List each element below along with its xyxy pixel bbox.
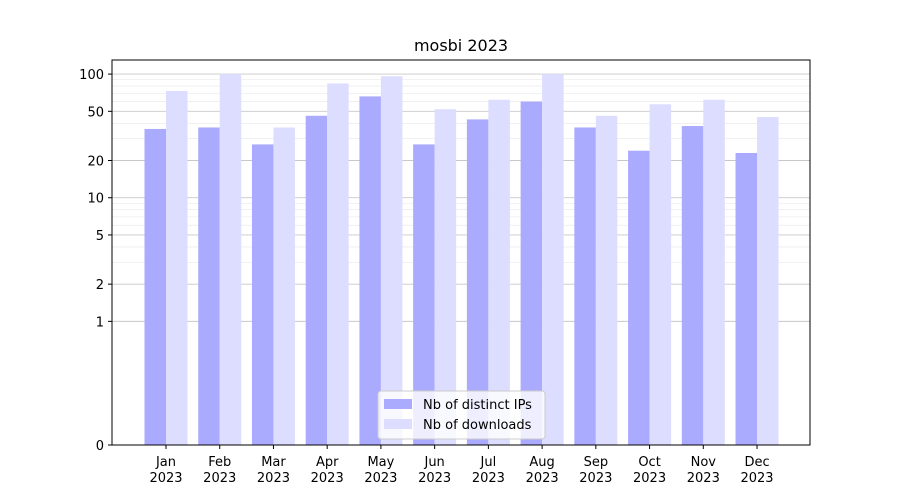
bar-downloads xyxy=(595,115,618,446)
bar-downloads xyxy=(488,99,510,445)
chart-title: mosbi 2023 xyxy=(414,36,508,55)
y-tick-label: 20 xyxy=(87,155,104,170)
bar-distinct-ips xyxy=(681,126,704,445)
y-tick-label: 10 xyxy=(87,192,104,207)
legend-label: Nb of distinct IPs xyxy=(423,398,532,413)
plot-frame xyxy=(111,59,811,446)
bar-downloads xyxy=(273,127,295,446)
bar-downloads xyxy=(327,83,349,445)
legend-box xyxy=(377,390,546,440)
x-tick-label: Dec 2023 xyxy=(740,455,773,486)
y-axis: 0 1 2 5 10 20 50 100 xyxy=(79,68,112,454)
bar-downloads xyxy=(380,76,403,445)
x-tick-label: Aug 2023 xyxy=(526,455,559,486)
bar-distinct-ips xyxy=(574,127,596,446)
x-tick-label: May 2023 xyxy=(364,455,397,486)
x-tick-label: Oct 2023 xyxy=(633,455,666,486)
legend-swatch xyxy=(384,419,412,429)
x-tick-label: Sep 2023 xyxy=(579,455,612,486)
legend: Nb of distinct IPs Nb of downloads xyxy=(377,390,546,440)
bar-downloads xyxy=(649,104,672,445)
x-axis: Jan 2023 Feb 2023 Mar 2023 Apr 2023 May 2023 Jun 20… xyxy=(149,445,774,486)
x-tick-label: Feb 2023 xyxy=(203,455,236,486)
y-tick-label: 1 xyxy=(96,315,104,330)
x-tick-label: Jan 2023 xyxy=(149,455,182,486)
bar-distinct-ips xyxy=(305,115,328,446)
bar-downloads xyxy=(757,116,779,445)
bar-distinct-ips xyxy=(735,153,758,445)
bar-distinct-ips xyxy=(144,128,166,445)
legend-swatch xyxy=(384,399,412,409)
bar-distinct-ips xyxy=(251,144,274,445)
bar-distinct-ips xyxy=(413,144,435,445)
bar-downloads xyxy=(219,74,242,446)
legend-label: Nb of downloads xyxy=(423,418,532,433)
y-tick-label: 5 xyxy=(96,229,104,244)
x-tick-label: Nov 2023 xyxy=(687,455,720,486)
bar-distinct-ips xyxy=(466,119,489,445)
y-tick-label: 0 xyxy=(96,439,104,454)
x-tick-label: Apr 2023 xyxy=(311,455,344,486)
x-tick-label: Jul 2023 xyxy=(472,455,505,486)
bar-downloads xyxy=(542,74,564,446)
x-tick-label: Jun 2023 xyxy=(418,455,451,486)
bar-distinct-ips xyxy=(520,101,543,445)
bar-downloads xyxy=(434,109,457,445)
bar-distinct-ips xyxy=(359,96,381,445)
bars-layer xyxy=(144,74,779,446)
bar-distinct-ips xyxy=(628,150,650,445)
y-tick-label: 100 xyxy=(79,68,104,83)
bar-distinct-ips xyxy=(198,127,220,446)
y-tick-label: 2 xyxy=(96,278,104,293)
bar-downloads xyxy=(703,99,725,445)
x-tick-label: Mar 2023 xyxy=(257,455,290,486)
bar-downloads xyxy=(166,90,188,445)
y-tick-label: 50 xyxy=(87,105,104,120)
